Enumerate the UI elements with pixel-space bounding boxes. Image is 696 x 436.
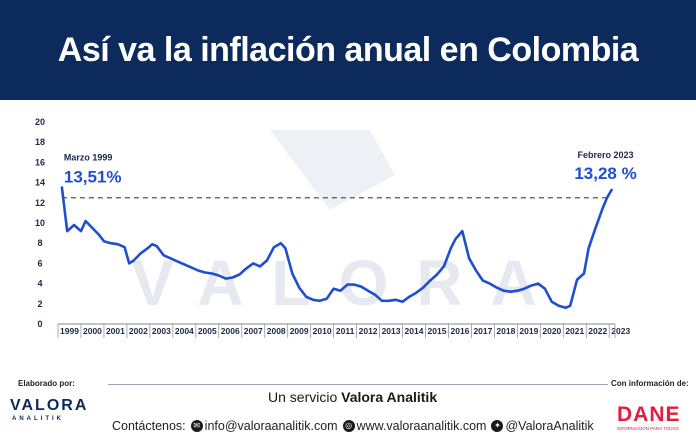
- globe-icon: ◎: [342, 420, 355, 432]
- elaborado-label: Elaborado por:: [18, 379, 75, 388]
- valora-logo[interactable]: VALORA ANALITIK: [10, 395, 90, 435]
- y-tick-label: 18: [35, 137, 45, 147]
- x-tick-label: 2023: [611, 326, 630, 336]
- annotation-start-value: 13,51%: [64, 168, 122, 187]
- watermark-sub: ANALITIK: [219, 342, 477, 345]
- valora-logo-sub: ANALITIK: [12, 416, 64, 422]
- x-tick-label: 2001: [106, 326, 125, 336]
- y-tick-label: 0: [37, 319, 42, 329]
- annotations: Marzo 1999 13,51% Febrero 2023 13,28 %: [64, 150, 637, 187]
- x-axis: 1999 2000 2001 2002 2003 2004 2005 2006 2007 2008…: [57, 323, 630, 338]
- x-tick-label: 2022: [588, 326, 607, 336]
- service-credit: Un servicio Valora Analitik: [268, 389, 437, 405]
- y-tick-label: 4: [37, 279, 42, 289]
- x-tick-label: 2009: [290, 326, 309, 336]
- annotation-end-label: Febrero 2023: [578, 150, 634, 160]
- dane-logo-sub: INFORMACIÓN PARA TODOS: [617, 426, 680, 431]
- y-tick-label: 8: [37, 238, 42, 248]
- x-tick-label: 2002: [129, 326, 148, 336]
- x-tick-label: 2003: [152, 326, 171, 336]
- contact-twitter[interactable]: @ValoraAnalitik: [505, 419, 594, 433]
- dane-logo[interactable]: DANE INFORMACIÓN PARA TODOS: [615, 403, 691, 435]
- x-tick-label: 2006: [221, 326, 240, 336]
- service-prefix: Un servicio: [268, 389, 342, 405]
- x-tick-label: 2004: [175, 326, 194, 336]
- envelope-icon: ✉: [190, 420, 203, 432]
- x-tick-label: 2020: [542, 326, 561, 336]
- x-tick-label: 2008: [267, 326, 286, 336]
- x-tick-label: 2011: [336, 326, 355, 336]
- x-tick-label: 2021: [565, 326, 584, 336]
- x-tick-label: 2017: [473, 326, 492, 336]
- page-title: Así va la inflación anual en Colombia: [57, 30, 639, 69]
- contact-bar: Contáctenos: ✉ info@valoraanalitik.com ◎…: [112, 419, 594, 433]
- dane-logo-word: DANE: [617, 403, 681, 426]
- watermark-mark: [270, 130, 395, 210]
- x-tick-label: 2019: [519, 326, 538, 336]
- y-tick-label: 16: [35, 157, 45, 167]
- x-tick-label: 2013: [382, 326, 401, 336]
- y-tick-label: 14: [35, 178, 45, 188]
- footer-divider: [108, 384, 608, 385]
- y-axis: 0 2 4 6 8 10 12 14 16 18 20: [35, 117, 45, 329]
- x-tick-label: 2015: [428, 326, 447, 336]
- x-tick-label: 2000: [83, 326, 102, 336]
- x-tick-label: 2016: [450, 326, 469, 336]
- x-tick-label: 2014: [405, 326, 424, 336]
- inflation-series-line: [60, 186, 613, 310]
- service-brand: Valora Analitik: [341, 389, 438, 405]
- con-informacion-label: Con información de:: [611, 379, 689, 388]
- x-tick-label: 1999: [60, 326, 79, 336]
- x-tick-label: 2005: [198, 326, 217, 336]
- y-tick-label: 2: [37, 299, 42, 309]
- annotation-end-value: 13,28 %: [574, 164, 636, 183]
- watermark-brand: VALORA: [131, 247, 564, 319]
- title-banner: Así va la inflación anual en Colombia: [0, 0, 696, 100]
- valora-logo-word: VALORA: [10, 397, 89, 414]
- contact-web[interactable]: www.valoraanalitik.com: [356, 419, 487, 433]
- x-tick-label: 2018: [496, 326, 515, 336]
- watermark: VALORA ANALITIK: [131, 130, 564, 345]
- y-tick-label: 6: [37, 258, 42, 268]
- inflation-line-chart: VALORA ANALITIK 0 2 4 6 8 10 12 14 16 18 20 1999 200…: [35, 117, 637, 345]
- twitter-icon: ✦: [491, 420, 504, 432]
- y-tick-label: 12: [35, 198, 45, 208]
- y-tick-label: 20: [35, 117, 45, 127]
- x-tick-label: 2007: [244, 326, 263, 336]
- x-tick-label: 2012: [359, 326, 378, 336]
- contact-email[interactable]: info@valoraanalitik.com: [204, 419, 338, 433]
- x-tick-label: 2010: [313, 326, 332, 336]
- y-tick-label: 10: [35, 218, 45, 228]
- contact-label: Contáctenos:: [112, 419, 186, 433]
- annotation-start-label: Marzo 1999: [64, 153, 113, 163]
